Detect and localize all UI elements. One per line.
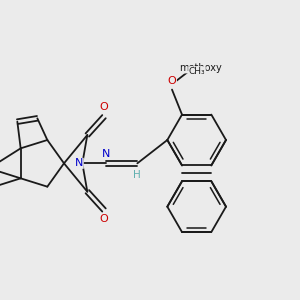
Text: methoxy: methoxy: [179, 63, 222, 73]
Text: O: O: [168, 76, 176, 86]
Text: N: N: [75, 158, 83, 168]
Text: CH₃: CH₃: [189, 67, 205, 76]
Text: O: O: [100, 214, 108, 224]
Text: O: O: [100, 102, 108, 112]
Text: H: H: [134, 170, 141, 180]
Text: N: N: [101, 149, 110, 159]
